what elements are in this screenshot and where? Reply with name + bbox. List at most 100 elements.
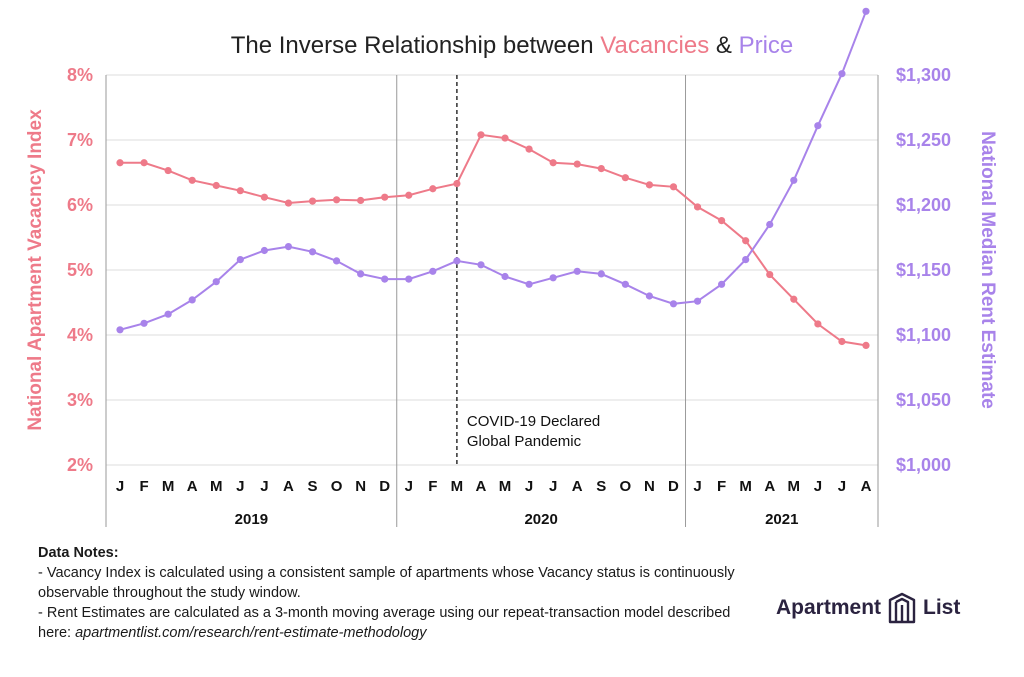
month-tick-label: A: [476, 478, 487, 495]
data-point-price: [693, 297, 702, 305]
left-tick-label: 7%: [67, 130, 93, 150]
data-point-vacancies: [308, 197, 317, 205]
data-point-vacancies: [260, 193, 268, 201]
data-point-vacancies: [573, 160, 581, 168]
month-tick-label: F: [428, 478, 437, 495]
month-tick-label: M: [739, 478, 752, 495]
right-tick-label: $1,000: [896, 455, 951, 475]
chart-title-part: Price: [739, 32, 794, 59]
covid-annotation: COVID-19 Declared: [467, 413, 600, 430]
data-point-price: [597, 270, 605, 278]
data-point-price: [477, 261, 485, 269]
notes-header: Data Notes:: [38, 545, 119, 561]
month-tick-label: A: [764, 478, 775, 495]
month-tick-label: M: [499, 478, 512, 495]
month-tick-label: S: [596, 478, 606, 495]
data-notes: Data Notes: - Vacancy Index is calculate…: [38, 543, 758, 643]
data-point-price: [645, 292, 654, 300]
data-point-price: [525, 280, 533, 288]
data-point-price: [188, 296, 196, 304]
data-point-vacancies: [790, 295, 798, 303]
chart-title-part: &: [709, 32, 738, 59]
series-line-price: [119, 10, 867, 331]
year-label: 2019: [235, 511, 268, 528]
data-point-price: [838, 70, 846, 78]
data-point-vacancies: [525, 145, 533, 153]
data-point-price: [236, 256, 244, 264]
data-point-price: [284, 243, 293, 251]
right-tick-label: $1,150: [896, 260, 951, 280]
month-tick-label: A: [572, 478, 583, 495]
month-tick-label: O: [620, 478, 632, 495]
month-tick-label: D: [379, 478, 390, 495]
data-point-vacancies: [766, 270, 774, 279]
month-tick-label: D: [668, 478, 679, 495]
chart-title-part: Vacancies: [600, 32, 709, 59]
right-axis-title: National Median Rent Estimate: [977, 131, 998, 409]
data-point-vacancies: [597, 165, 605, 173]
data-point-vacancies: [742, 237, 750, 245]
notes-line-vacancy: - Vacancy Index is calculated using a co…: [38, 565, 735, 601]
data-point-price: [140, 319, 148, 327]
year-label: 2021: [765, 511, 798, 528]
data-point-vacancies: [332, 196, 341, 204]
data-point-price: [381, 275, 389, 283]
data-point-price: [332, 257, 341, 265]
data-point-price: [405, 275, 413, 283]
month-tick-label: M: [788, 478, 801, 495]
chart-title: The Inverse Relationship between Vacanci…: [231, 32, 794, 59]
right-tick-label: $1,100: [896, 325, 951, 345]
data-point-price: [549, 274, 557, 282]
month-tick-label: O: [331, 478, 343, 495]
data-point-price: [357, 270, 365, 278]
month-tick-label: M: [451, 478, 464, 495]
data-point-price: [308, 248, 317, 256]
data-point-vacancies: [477, 131, 485, 139]
data-point-vacancies: [693, 203, 702, 211]
month-tick-label: J: [236, 478, 244, 495]
data-point-price: [621, 280, 629, 288]
month-tick-label: F: [139, 478, 148, 495]
left-tick-label: 4%: [67, 325, 93, 345]
logo-word-list: List: [923, 596, 961, 619]
data-point-price: [164, 310, 172, 318]
data-point-vacancies: [838, 337, 846, 346]
notes-methodology-link[interactable]: apartmentlist.com/research/rent-estimate…: [75, 625, 427, 641]
right-tick-label: $1,050: [896, 390, 951, 410]
left-tick-label: 6%: [67, 195, 93, 215]
data-point-price: [260, 246, 268, 255]
building-logo-icon: [888, 592, 916, 624]
data-point-vacancies: [621, 174, 629, 182]
month-tick-label: A: [283, 478, 294, 495]
month-tick-label: J: [549, 478, 557, 495]
month-tick-label: S: [308, 478, 318, 495]
data-point-price: [573, 267, 581, 275]
apartment-list-logo: Apartment List: [776, 588, 976, 628]
data-point-vacancies: [140, 159, 148, 167]
logo-word-apartment: Apartment: [776, 596, 882, 619]
data-point-price: [742, 256, 750, 264]
series-line-vacancies: [120, 133, 867, 347]
data-point-vacancies: [862, 341, 870, 349]
data-point-price: [862, 7, 870, 15]
month-tick-label: J: [838, 478, 846, 495]
month-tick-label: A: [861, 478, 872, 495]
data-point-vacancies: [669, 183, 678, 191]
month-tick-label: J: [260, 478, 268, 495]
data-point-price: [453, 257, 461, 265]
data-point-vacancies: [284, 199, 293, 207]
left-tick-label: 3%: [67, 390, 93, 410]
data-point-vacancies: [549, 159, 557, 167]
data-point-price: [718, 280, 726, 288]
data-point-vacancies: [645, 181, 654, 189]
data-point-price: [766, 220, 774, 229]
left-tick-label: 5%: [67, 260, 93, 280]
right-tick-label: $1,300: [896, 65, 951, 85]
month-tick-label: J: [693, 478, 701, 495]
notes-line-rent: - Rent Estimates are calculated as a 3-m…: [38, 603, 758, 643]
left-tick-label: 2%: [67, 455, 93, 475]
month-tick-label: A: [187, 478, 198, 495]
month-tick-label: J: [814, 478, 822, 495]
right-tick-label: $1,200: [896, 195, 951, 215]
data-point-vacancies: [381, 193, 389, 201]
